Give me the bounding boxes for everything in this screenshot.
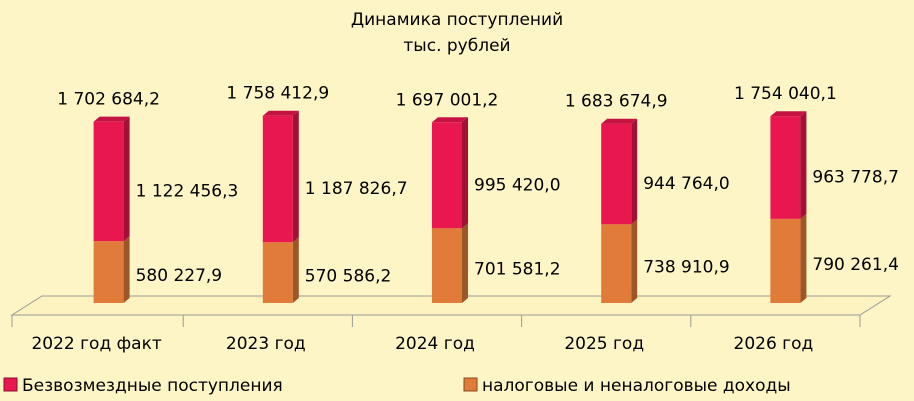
value-label: 995 420,0 xyxy=(474,175,561,195)
bar-top xyxy=(770,111,807,117)
x-tick-label: 2024 год xyxy=(395,334,475,354)
chart-title: Динамика поступлений xyxy=(351,10,563,30)
bar xyxy=(432,228,462,303)
bar xyxy=(93,241,124,303)
legend-label: Безвозмездные поступления xyxy=(22,376,283,396)
bar xyxy=(93,121,124,242)
legend-swatch xyxy=(463,377,478,392)
bar xyxy=(262,115,293,243)
value-label: 701 581,2 xyxy=(474,260,561,280)
value-label: 944 764,0 xyxy=(643,174,730,194)
bar-side xyxy=(631,219,638,303)
total-label: 1 683 674,9 xyxy=(565,92,668,112)
x-tick-label: 2022 год факт xyxy=(31,334,161,354)
total-label: 1 754 040,1 xyxy=(734,84,837,104)
total-label: 1 758 412,9 xyxy=(226,84,329,104)
x-tick-label: 2025 год xyxy=(564,334,644,354)
legend-swatch xyxy=(3,377,18,392)
bar xyxy=(262,242,293,303)
floor xyxy=(10,295,892,316)
bar-top xyxy=(93,116,130,122)
total-label: 1 702 684,2 xyxy=(57,90,160,110)
legend-label: налоговые и неналоговые доходы xyxy=(482,376,791,396)
bar-side xyxy=(292,110,299,243)
bar-side xyxy=(292,237,299,303)
value-label: 790 261,4 xyxy=(812,255,899,275)
value-label: 1 122 456,3 xyxy=(136,181,239,201)
bar-side xyxy=(800,213,807,303)
bar-side xyxy=(462,117,468,229)
bar xyxy=(770,116,801,219)
total-label: 1 697 001,2 xyxy=(396,90,499,110)
x-tick-label: 2026 год xyxy=(734,334,814,354)
bar-side xyxy=(123,116,130,242)
x-tick-label: 2023 год xyxy=(226,334,306,354)
value-label: 1 187 826,7 xyxy=(305,179,408,199)
value-label: 738 910,9 xyxy=(643,258,730,278)
bar-side xyxy=(123,236,130,303)
bar-top xyxy=(262,110,299,116)
value-label: 580 227,9 xyxy=(136,266,223,286)
bar-side xyxy=(462,223,468,303)
value-label: 963 778,7 xyxy=(812,168,899,188)
bar xyxy=(432,122,462,229)
bar-top xyxy=(432,117,468,123)
bar xyxy=(601,224,632,303)
bar-side xyxy=(631,118,638,225)
bar-top xyxy=(601,118,638,124)
value-label: 570 586,2 xyxy=(305,267,392,287)
bar xyxy=(601,123,632,225)
chart-subtitle: тыс. рублей xyxy=(403,36,510,56)
bar xyxy=(770,218,801,303)
bar-side xyxy=(800,111,807,219)
